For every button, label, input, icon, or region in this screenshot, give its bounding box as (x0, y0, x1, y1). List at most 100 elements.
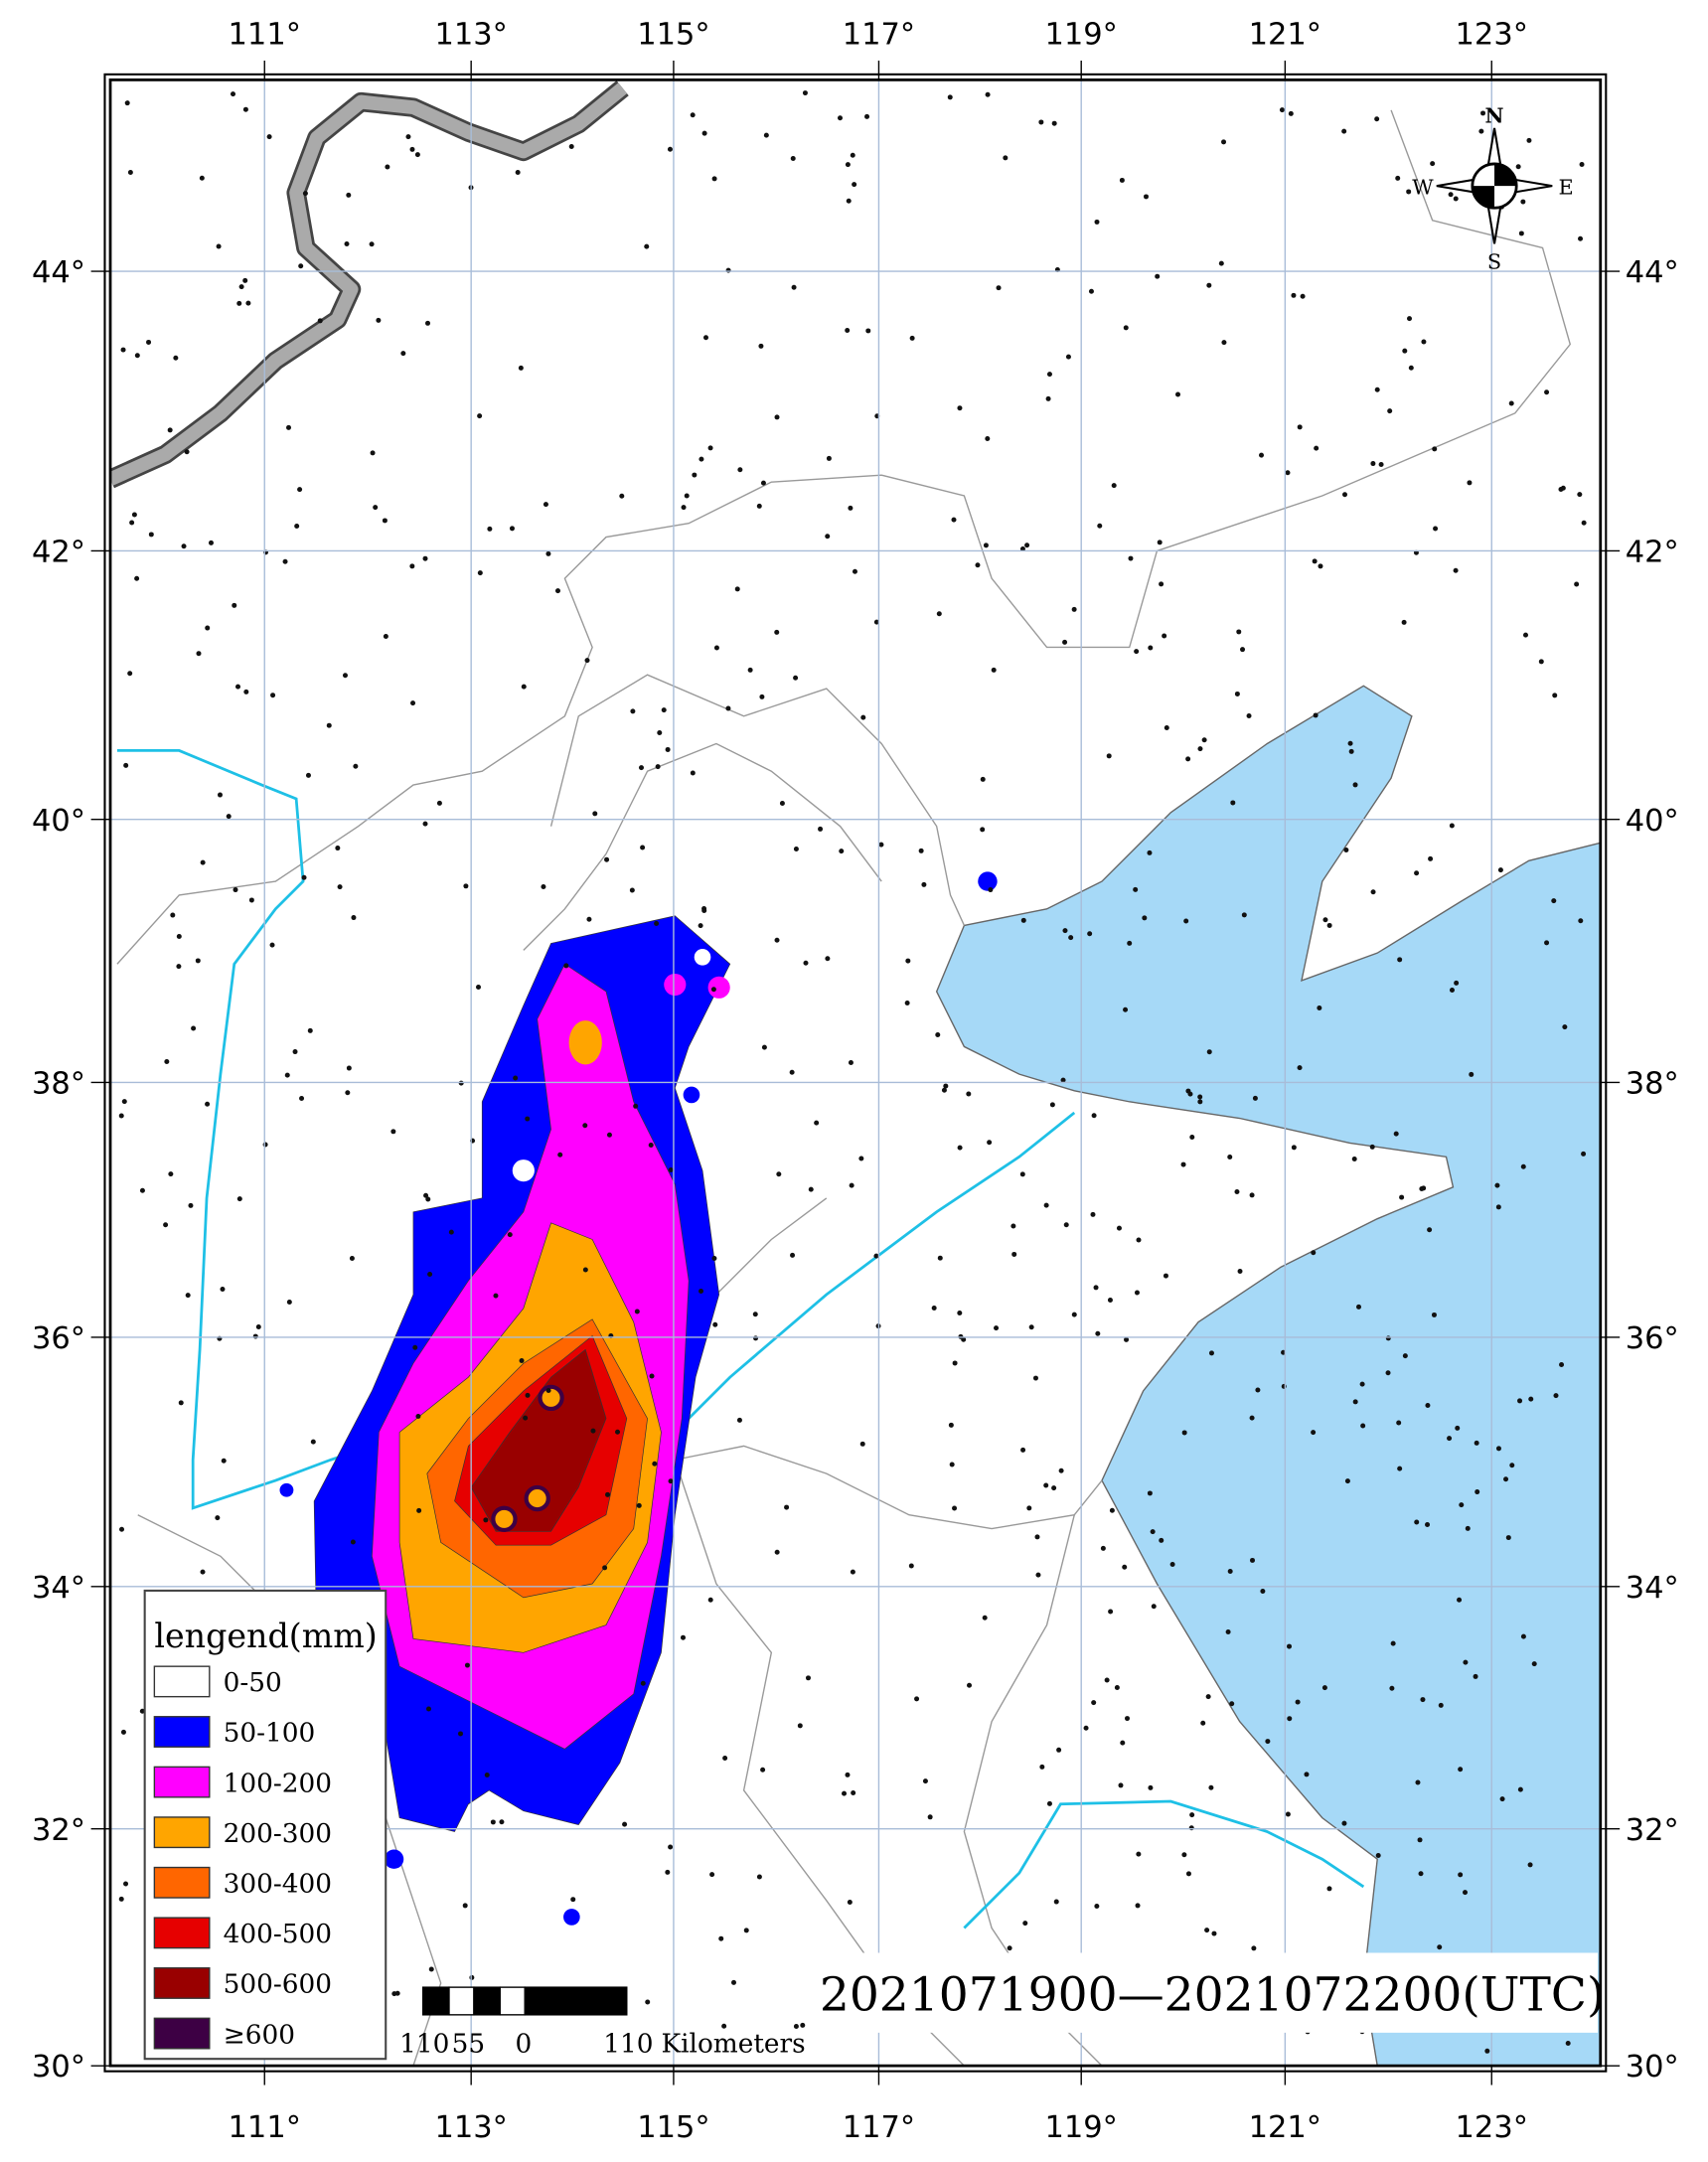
lat-tick-label: 32° (1626, 1813, 1679, 1848)
station (1134, 1290, 1140, 1296)
station (305, 772, 311, 778)
station (905, 958, 911, 964)
station (1026, 1505, 1032, 1511)
station (1505, 1535, 1511, 1541)
legend-label: 50-100 (224, 1719, 316, 1749)
legend-swatch (153, 2017, 211, 2050)
station (1449, 823, 1455, 829)
station (507, 1232, 513, 1238)
station (1344, 1478, 1350, 1484)
lon-tick-label: 119° (1044, 2110, 1117, 2145)
lon-tick-label: 121° (1249, 2110, 1321, 2145)
station (1159, 1537, 1165, 1543)
station (800, 2022, 806, 2028)
station (779, 801, 785, 807)
station (1527, 1862, 1533, 1868)
station (1396, 1420, 1402, 1426)
station (1189, 1134, 1195, 1140)
station (1287, 1643, 1292, 1649)
station (1326, 1886, 1332, 1892)
station (909, 335, 915, 341)
scale-bar (448, 1986, 475, 2016)
station (918, 848, 924, 853)
station (1241, 912, 1247, 918)
station (129, 520, 135, 526)
station (1562, 1024, 1568, 1030)
station (1295, 1699, 1301, 1705)
station (409, 146, 415, 152)
station (248, 897, 254, 903)
station (1197, 1099, 1203, 1105)
station (286, 424, 292, 430)
station (1135, 1903, 1141, 1909)
legend-label: 500-600 (224, 1970, 332, 2000)
station (1437, 1944, 1443, 1950)
station (1097, 523, 1103, 529)
station (376, 317, 382, 323)
station (1046, 1800, 1052, 1806)
station (1544, 389, 1550, 395)
station (1185, 756, 1191, 762)
station (1038, 119, 1044, 125)
station (948, 1422, 954, 1428)
station (353, 763, 359, 769)
station (173, 355, 179, 361)
scale-label: Kilometers (661, 2029, 805, 2059)
station (205, 625, 211, 631)
station (221, 1458, 227, 1464)
station (487, 526, 493, 532)
station (545, 550, 551, 556)
station (633, 1103, 639, 1109)
station (1206, 282, 1212, 288)
station (164, 1059, 170, 1065)
station (1374, 386, 1380, 392)
station (1497, 867, 1503, 873)
station (346, 1065, 352, 1071)
station (477, 413, 483, 419)
station (1480, 110, 1486, 116)
station (590, 1428, 596, 1434)
station (1467, 480, 1473, 486)
legend-swatch (153, 1866, 211, 1899)
sea (935, 685, 1601, 2067)
station (1463, 1659, 1469, 1665)
station (1071, 1312, 1077, 1317)
station (864, 113, 870, 119)
time-range: 2021071900—2021072200(UTC) (820, 1968, 1606, 2023)
station (425, 1196, 431, 1202)
compass-label: W (1412, 175, 1434, 199)
station (525, 1392, 531, 1398)
station (1356, 1304, 1361, 1310)
station (1039, 1764, 1045, 1770)
station (582, 1123, 588, 1129)
province-boundary (116, 109, 1572, 965)
station (568, 143, 574, 149)
station (554, 588, 560, 594)
legend-label: 400-500 (224, 1920, 332, 1949)
scale-bar (473, 1986, 501, 2016)
station (839, 849, 845, 854)
station (242, 106, 248, 112)
station (410, 700, 416, 706)
station (802, 90, 808, 96)
station (712, 1321, 718, 1327)
station (1375, 1852, 1381, 1858)
station (1420, 1697, 1426, 1703)
station (373, 505, 379, 511)
station (231, 91, 236, 97)
station (1060, 1077, 1066, 1083)
station (337, 884, 343, 890)
legend-swatch (153, 1665, 211, 1698)
station (121, 1099, 127, 1105)
station (1227, 1154, 1233, 1159)
station (936, 611, 942, 617)
station (582, 1267, 588, 1273)
station (1046, 372, 1052, 378)
station (1578, 918, 1584, 924)
rain-spot (978, 871, 998, 891)
station (1478, 128, 1484, 134)
station (774, 629, 780, 635)
station (825, 956, 831, 962)
station (1458, 1872, 1464, 1878)
station (1125, 1716, 1130, 1722)
